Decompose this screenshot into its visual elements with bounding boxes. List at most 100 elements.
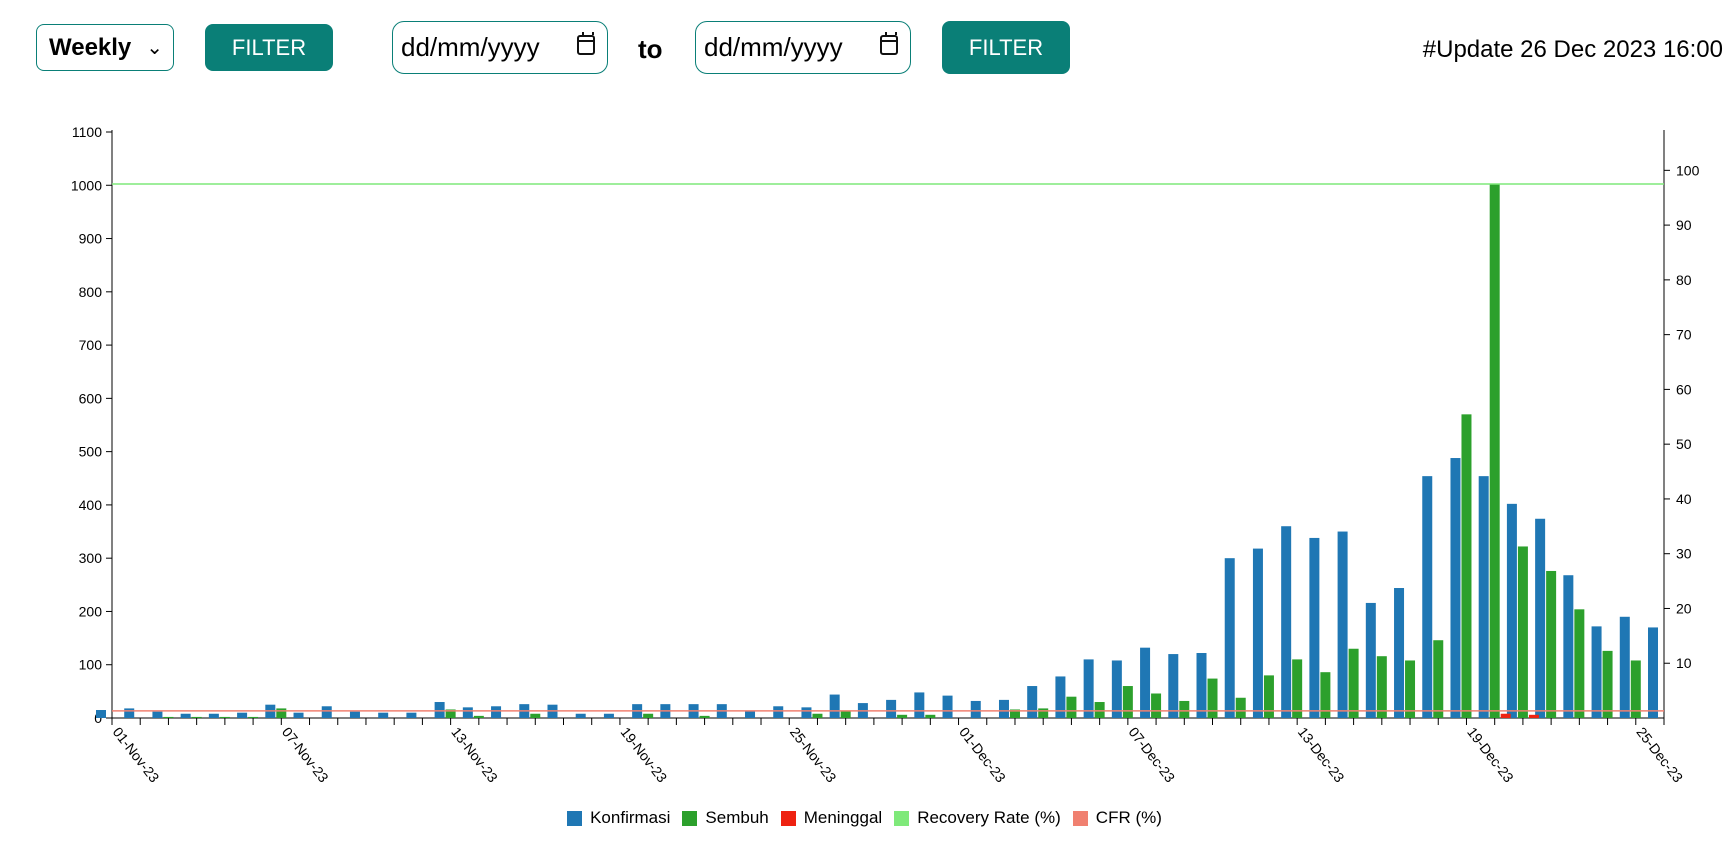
to-label: to <box>638 34 663 64</box>
bar-sembuh <box>1602 650 1613 718</box>
legend-item[interactable]: CFR (%) <box>1072 808 1162 828</box>
bar-konfirmasi <box>801 707 812 718</box>
bar-konfirmasi <box>1281 526 1292 718</box>
bar-konfirmasi <box>349 711 360 718</box>
y-tick-label: 200 <box>79 603 103 619</box>
legend-label: Konfirmasi <box>590 808 671 827</box>
y2-tick-label: 70 <box>1676 327 1692 343</box>
bar-sembuh <box>1122 686 1133 718</box>
x-tick-label: 07-Nov-23 <box>279 724 332 786</box>
bar-konfirmasi <box>1337 531 1348 718</box>
filter-button[interactable]: FILTER <box>205 24 333 71</box>
legend-item[interactable]: Recovery Rate (%) <box>894 808 1061 828</box>
bar-sembuh <box>1546 570 1557 718</box>
bar-sembuh <box>897 714 908 718</box>
bar-sembuh <box>812 713 823 718</box>
date-from-input[interactable]: dd/mm/yyyy <box>392 21 608 74</box>
y-tick-label: 700 <box>79 337 103 353</box>
x-tick-label: 19-Dec-23 <box>1464 724 1517 786</box>
bar-sembuh <box>1263 675 1274 718</box>
bar-sembuh <box>1207 678 1218 718</box>
bar-sembuh <box>643 713 654 718</box>
bar-konfirmasi <box>462 707 473 718</box>
y2-tick-label: 10 <box>1676 655 1692 671</box>
y2-tick-label: 80 <box>1676 272 1692 288</box>
bar-sembuh <box>1320 672 1331 718</box>
y2-tick-label: 20 <box>1676 600 1692 616</box>
legend-label: Sembuh <box>705 808 769 827</box>
bar-sembuh <box>191 716 202 718</box>
bar-konfirmasi <box>970 700 981 718</box>
bar-sembuh <box>1461 414 1472 718</box>
x-tick-label: 25-Nov-23 <box>787 724 840 786</box>
bar-konfirmasi <box>434 702 445 718</box>
bar-sembuh <box>1405 660 1416 718</box>
legend-item[interactable]: Konfirmasi <box>567 808 670 828</box>
y2-tick-label: 90 <box>1676 217 1692 233</box>
bar-sembuh <box>1376 656 1387 718</box>
x-tick-label: 19-Nov-23 <box>618 724 671 786</box>
bar-konfirmasi <box>1111 660 1122 718</box>
y-tick-label: 400 <box>79 497 103 513</box>
bar-konfirmasi <box>914 692 925 718</box>
bar-konfirmasi <box>1506 503 1517 718</box>
bar-konfirmasi <box>1450 458 1461 718</box>
period-select[interactable]: Weekly ⌄ <box>36 24 174 71</box>
x-tick-label: 07-Dec-23 <box>1125 724 1178 786</box>
bar-konfirmasi <box>1309 537 1320 718</box>
date-to-input[interactable]: dd/mm/yyyy <box>695 21 911 74</box>
bar-konfirmasi <box>1535 518 1546 718</box>
legend-swatch <box>780 810 796 826</box>
y-tick-label: 100 <box>79 657 103 673</box>
bar-konfirmasi <box>180 713 191 718</box>
bar-konfirmasi <box>378 712 389 718</box>
x-tick-label: 01-Dec-23 <box>956 724 1009 786</box>
bar-sembuh <box>1179 700 1190 718</box>
y2-tick-label: 50 <box>1676 436 1692 452</box>
y-tick-label: 800 <box>79 284 103 300</box>
x-tick-label: 01-Nov-23 <box>110 724 163 786</box>
bar-konfirmasi <box>773 706 784 718</box>
bar-sembuh <box>530 713 541 718</box>
bar-konfirmasi <box>998 699 1009 718</box>
y2-tick-label: 30 <box>1676 546 1692 562</box>
chevron-down-icon: ⌄ <box>146 37 163 59</box>
toolbar: Weekly ⌄ FILTER dd/mm/yyyy to dd/mm/yyyy… <box>0 0 1729 100</box>
bar-konfirmasi <box>1648 627 1658 718</box>
bar-konfirmasi <box>124 708 135 718</box>
bar-sembuh <box>1066 696 1077 718</box>
legend-item[interactable]: Meninggal <box>780 808 882 828</box>
bar-konfirmasi <box>1027 686 1038 718</box>
bar-konfirmasi <box>745 710 756 718</box>
y-tick-label: 500 <box>79 444 103 460</box>
bar-meninggal <box>1500 713 1511 718</box>
calendar-icon[interactable] <box>880 32 898 55</box>
legend-swatch <box>567 810 583 826</box>
bar-konfirmasi <box>491 706 502 718</box>
y2-tick-label: 100 <box>1676 162 1700 178</box>
y2-tick-label: 60 <box>1676 381 1692 397</box>
filter-range-button[interactable]: FILTER <box>942 21 1070 74</box>
bar-konfirmasi <box>1252 548 1263 718</box>
bar-sembuh <box>473 715 484 718</box>
bar-konfirmasi <box>1619 616 1630 718</box>
bar-sembuh <box>1009 709 1020 718</box>
bar-konfirmasi <box>1365 602 1376 718</box>
bar-sembuh <box>925 714 936 718</box>
bar-sembuh <box>219 716 230 718</box>
bar-konfirmasi <box>1140 647 1151 718</box>
bar-konfirmasi <box>1422 476 1433 718</box>
bar-konfirmasi <box>575 713 586 718</box>
bar-sembuh <box>1348 648 1359 718</box>
period-select-value: Weekly <box>49 33 132 61</box>
bar-konfirmasi <box>208 713 219 718</box>
bar-sembuh <box>1151 693 1162 718</box>
bar-sembuh <box>1574 609 1585 718</box>
chart-legend: Konfirmasi Sembuh Meninggal Recovery Rate (… <box>0 808 1729 828</box>
bar-konfirmasi <box>406 712 417 718</box>
legend-swatch <box>894 810 910 826</box>
legend-item[interactable]: Sembuh <box>682 808 769 828</box>
bar-sembuh <box>1038 708 1049 718</box>
calendar-icon[interactable] <box>577 32 595 55</box>
bar-konfirmasi <box>1083 659 1094 718</box>
